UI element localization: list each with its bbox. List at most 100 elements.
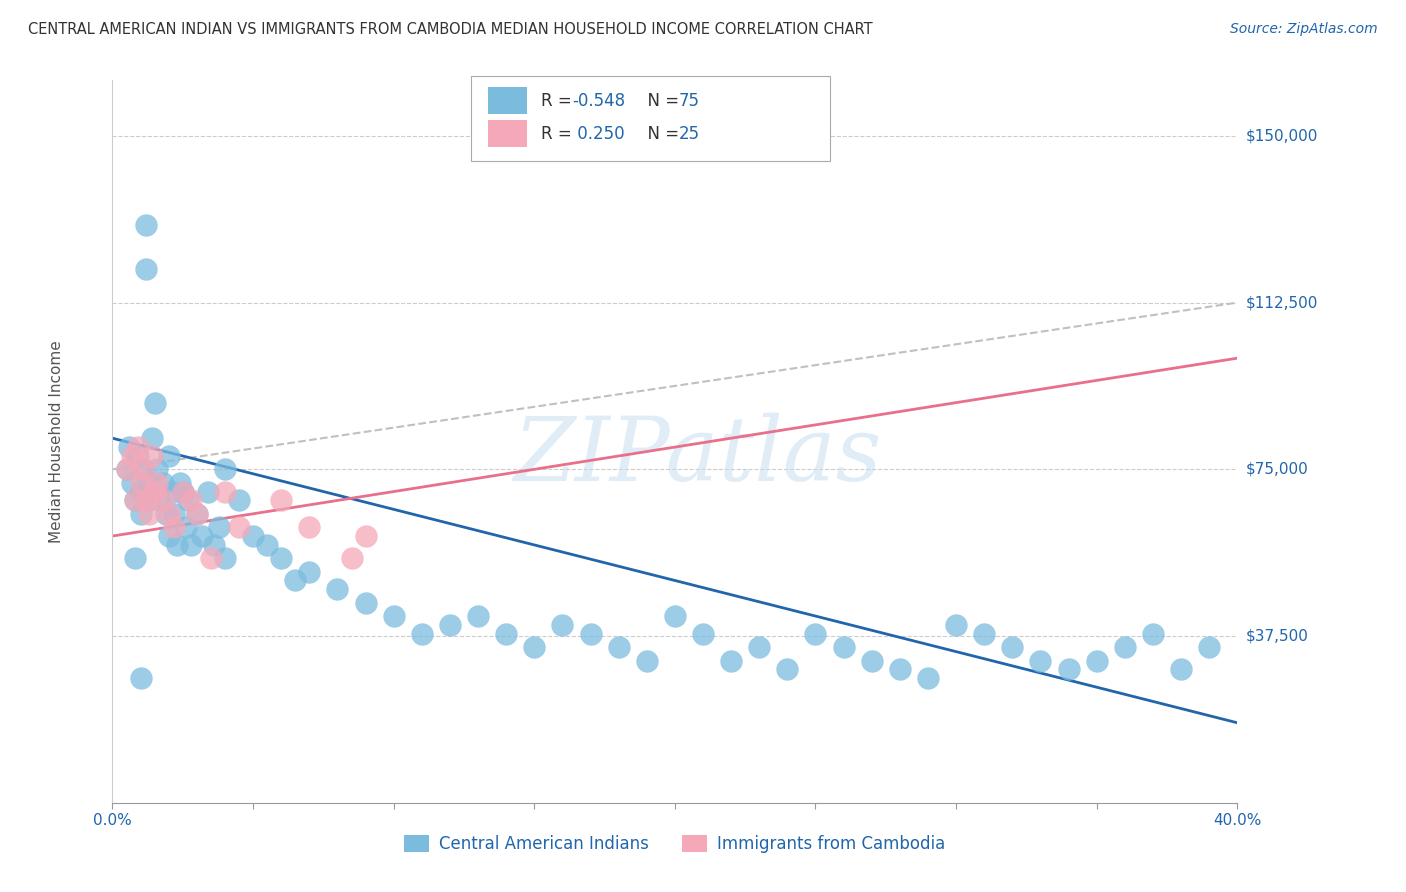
Point	[186, 507, 208, 521]
Point	[439, 618, 461, 632]
Point	[160, 484, 183, 499]
Text: N =: N =	[637, 92, 685, 110]
Point	[166, 538, 188, 552]
Text: Median Household Income: Median Household Income	[49, 340, 63, 543]
Point	[284, 574, 307, 588]
Point	[354, 529, 377, 543]
Point	[115, 462, 138, 476]
Point	[135, 218, 157, 232]
Point	[636, 653, 658, 667]
Point	[152, 493, 174, 508]
Point	[748, 640, 770, 655]
Point	[191, 529, 214, 543]
Point	[228, 520, 250, 534]
Point	[945, 618, 967, 632]
Point	[157, 449, 180, 463]
Point	[180, 493, 202, 508]
Point	[720, 653, 742, 667]
Point	[1057, 662, 1080, 676]
Point	[138, 507, 160, 521]
Point	[127, 440, 149, 454]
Point	[135, 493, 157, 508]
Point	[149, 493, 172, 508]
Text: 0.250: 0.250	[572, 125, 624, 143]
Point	[256, 538, 278, 552]
Point	[121, 475, 143, 490]
Point	[495, 627, 517, 641]
Text: CENTRAL AMERICAN INDIAN VS IMMIGRANTS FROM CAMBODIA MEDIAN HOUSEHOLD INCOME CORR: CENTRAL AMERICAN INDIAN VS IMMIGRANTS FR…	[28, 22, 873, 37]
Text: R =: R =	[541, 125, 578, 143]
Point	[1029, 653, 1052, 667]
Point	[186, 507, 208, 521]
Point	[298, 520, 321, 534]
Point	[138, 493, 160, 508]
Point	[135, 262, 157, 277]
Point	[157, 507, 180, 521]
Point	[1142, 627, 1164, 641]
Point	[692, 627, 714, 641]
Text: $37,500: $37,500	[1246, 629, 1309, 643]
Point	[121, 449, 143, 463]
Point	[163, 507, 186, 521]
Text: $75,000: $75,000	[1246, 462, 1309, 477]
Point	[1114, 640, 1136, 655]
Point	[141, 431, 163, 445]
Point	[169, 475, 191, 490]
Point	[172, 484, 194, 499]
Point	[1170, 662, 1192, 676]
Point	[208, 520, 231, 534]
Point	[860, 653, 883, 667]
Point	[495, 137, 517, 152]
Point	[270, 551, 292, 566]
Point	[411, 627, 433, 641]
Point	[579, 627, 602, 641]
Point	[298, 565, 321, 579]
Text: -0.548: -0.548	[572, 92, 626, 110]
Point	[973, 627, 995, 641]
Point	[242, 529, 264, 543]
Point	[146, 475, 169, 490]
Point	[197, 484, 219, 499]
Point	[326, 582, 349, 597]
Point	[340, 551, 363, 566]
Point	[124, 493, 146, 508]
Point	[129, 507, 152, 521]
Point	[124, 493, 146, 508]
Point	[523, 640, 546, 655]
Point	[214, 462, 236, 476]
Legend: Central American Indians, Immigrants from Cambodia: Central American Indians, Immigrants fro…	[398, 828, 952, 860]
Point	[115, 462, 138, 476]
Text: ZIPatlas: ZIPatlas	[513, 413, 882, 500]
Point	[127, 449, 149, 463]
Point	[163, 520, 186, 534]
Point	[467, 609, 489, 624]
Point	[138, 475, 160, 490]
Point	[200, 551, 222, 566]
Text: $112,500: $112,500	[1246, 295, 1317, 310]
Point	[551, 618, 574, 632]
Point	[889, 662, 911, 676]
Point	[132, 462, 155, 476]
Point	[155, 507, 177, 521]
Point	[180, 538, 202, 552]
Point	[157, 529, 180, 543]
Point	[174, 520, 197, 534]
Text: $150,000: $150,000	[1246, 128, 1317, 144]
Point	[607, 640, 630, 655]
Point	[214, 484, 236, 499]
Point	[804, 627, 827, 641]
Point	[132, 462, 155, 476]
Point	[214, 551, 236, 566]
Point	[228, 493, 250, 508]
Point	[382, 609, 405, 624]
Point	[177, 493, 200, 508]
Point	[832, 640, 855, 655]
Point	[129, 484, 152, 499]
Text: 75: 75	[679, 92, 700, 110]
Text: R =: R =	[541, 92, 578, 110]
Point	[354, 596, 377, 610]
Point	[118, 440, 141, 454]
Point	[143, 395, 166, 409]
Point	[143, 484, 166, 499]
Point	[664, 609, 686, 624]
